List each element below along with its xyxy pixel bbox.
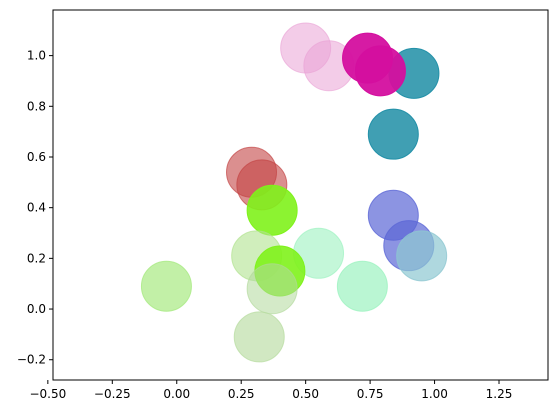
scatter-point bbox=[246, 184, 298, 236]
y-tick-label: 0.2 bbox=[27, 251, 46, 265]
y-tick-label: 0.8 bbox=[27, 99, 46, 113]
scatter-point bbox=[336, 260, 388, 312]
x-tick-label: 0.50 bbox=[292, 387, 319, 401]
y-tick-label: −0.2 bbox=[17, 353, 46, 367]
x-tick-label: −0.25 bbox=[94, 387, 131, 401]
x-axis: −0.50 −0.25 0.00 0.25 0.50 0.75 1.00 1.25 bbox=[29, 380, 512, 401]
scatter-point bbox=[367, 108, 419, 160]
points-layer bbox=[140, 22, 448, 363]
plot-frame bbox=[52, 9, 549, 381]
x-tick-label: −0.50 bbox=[29, 387, 66, 401]
x-tick-label: 1.25 bbox=[486, 387, 513, 401]
y-axis: −0.2 0.0 0.2 0.4 0.6 0.8 1.0 bbox=[17, 49, 53, 367]
scatter-point bbox=[140, 260, 192, 312]
y-tick-label: 0.4 bbox=[27, 201, 46, 215]
y-tick-label: 0.0 bbox=[27, 302, 46, 316]
x-tick-label: 0.00 bbox=[163, 387, 190, 401]
x-tick-label: 0.25 bbox=[228, 387, 255, 401]
y-tick-label: 1.0 bbox=[27, 49, 46, 63]
scatter-point bbox=[396, 230, 448, 282]
scatter-point bbox=[233, 311, 285, 363]
x-tick-label: 1.00 bbox=[421, 387, 448, 401]
scatter-point bbox=[354, 45, 406, 97]
x-tick-label: 0.75 bbox=[357, 387, 384, 401]
scatter-point bbox=[246, 263, 298, 315]
y-tick-label: 0.6 bbox=[27, 150, 46, 164]
